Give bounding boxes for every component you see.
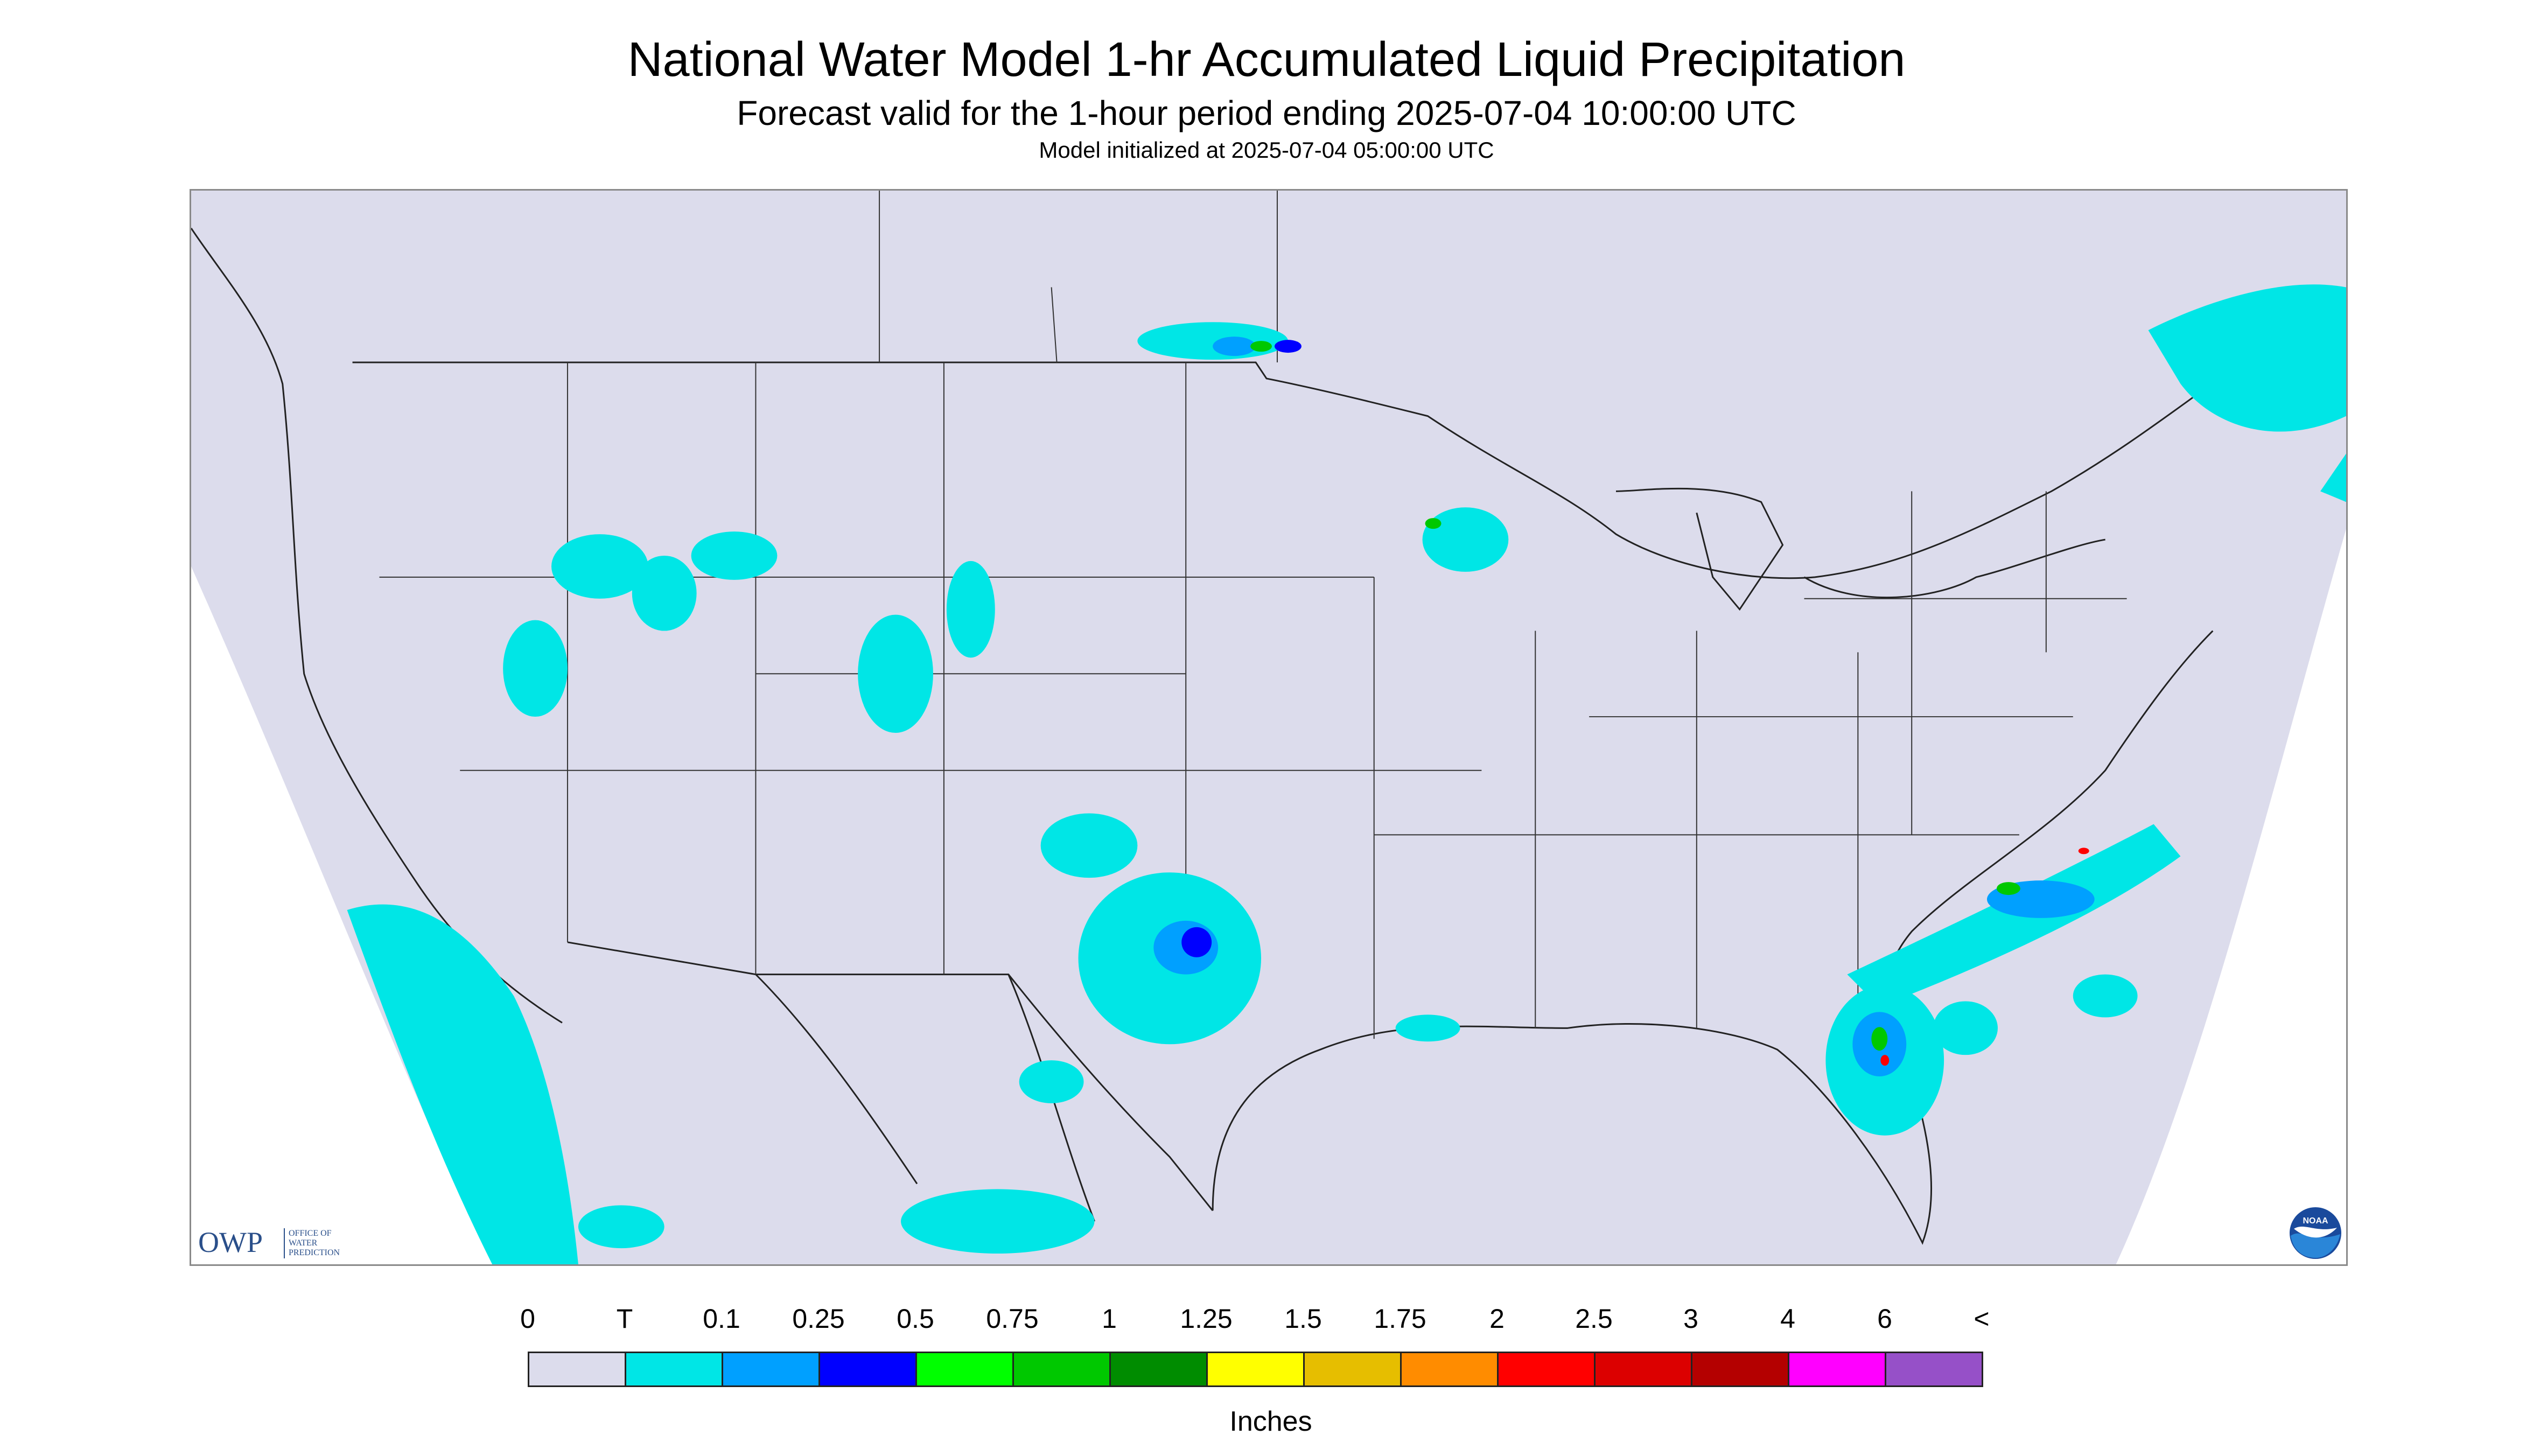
us-mexico-border bbox=[567, 941, 1214, 1212]
state-lines bbox=[379, 191, 2127, 1039]
legend-swatch bbox=[1691, 1352, 1789, 1387]
legend-swatch bbox=[818, 1352, 917, 1387]
gulf-coastline bbox=[1212, 630, 2214, 1245]
legend-swatch bbox=[722, 1352, 820, 1387]
legend-swatch bbox=[625, 1352, 723, 1387]
colorado-precip-2 bbox=[946, 561, 995, 658]
forecast-valid-subtitle: Forecast valid for the 1-hour period end… bbox=[737, 94, 1796, 132]
owp-logo-line-2: WATER bbox=[289, 1238, 318, 1248]
legend-swatch bbox=[1788, 1352, 1886, 1387]
owp-logo: OWP OFFICE OF WATER PREDICTION bbox=[198, 1225, 376, 1261]
legend-swatch bbox=[1885, 1352, 1983, 1387]
legend-swatch bbox=[1206, 1352, 1305, 1387]
legend-tick-label: 0.1 bbox=[703, 1304, 740, 1334]
idaho-precip bbox=[551, 534, 648, 599]
legend-tick-label: 2 bbox=[1489, 1304, 1505, 1334]
legend-tick-label: 0.25 bbox=[792, 1304, 845, 1334]
maine-offshore-precip bbox=[2320, 453, 2346, 502]
wyoming-precip bbox=[691, 531, 778, 580]
pacific-offshore-precip bbox=[347, 904, 578, 1264]
legend-tick-label: T bbox=[616, 1304, 633, 1334]
mexico-precip bbox=[1019, 1060, 1084, 1103]
legend-tick-label: 1 bbox=[1102, 1304, 1117, 1334]
wisconsin-precip bbox=[1422, 507, 1509, 572]
baja-precip bbox=[578, 1205, 664, 1249]
legend-swatch bbox=[1497, 1352, 1596, 1387]
noaa-logo: NOAA bbox=[2289, 1206, 2342, 1260]
precipitation-legend: 0 T 0.1 0.25 0.5 0.75 1 1.25 1.5 1.75 2 2.5 3 4 6 < Inc… bbox=[520, 1292, 2014, 1454]
legend-tick-label: 0.5 bbox=[897, 1304, 934, 1334]
florida-offshore-precip bbox=[1933, 1001, 1998, 1055]
legend-tick-label: 0 bbox=[520, 1304, 535, 1334]
precip-moderate-areas bbox=[1181, 340, 1302, 957]
minnesota-precip bbox=[1137, 322, 1288, 360]
model-initialized-line: Model initialized at 2025-07-04 05:00:00… bbox=[1039, 137, 1494, 163]
legend-swatch bbox=[1303, 1352, 1402, 1387]
map-title: National Water Model 1-hr Accumulated Li… bbox=[627, 33, 1906, 87]
legend-tick-label: 0.75 bbox=[986, 1304, 1039, 1334]
map-domain bbox=[191, 191, 2346, 1264]
legend-swatch bbox=[1109, 1352, 1208, 1387]
gulf-precip bbox=[1395, 1014, 1460, 1042]
legend-unit-label: Inches bbox=[1229, 1406, 1312, 1437]
legend-tick-label: 1.25 bbox=[1180, 1304, 1233, 1334]
noaa-logo-text: NOAA bbox=[2303, 1216, 2328, 1226]
precipitation-map[interactable] bbox=[190, 189, 2348, 1266]
legend-swatch bbox=[1012, 1352, 1111, 1387]
montana-precip bbox=[632, 555, 697, 631]
oklahoma-precip bbox=[1040, 813, 1138, 878]
atlantic-east-precip bbox=[2073, 974, 2138, 1018]
legend-color-bar bbox=[528, 1352, 1983, 1387]
colorado-precip bbox=[858, 614, 933, 733]
legend-tick-label: 3 bbox=[1683, 1304, 1698, 1334]
legend-swatch bbox=[528, 1352, 626, 1387]
lake-erie-ontario bbox=[1803, 538, 2105, 599]
owp-logo-line-3: PREDICTION bbox=[289, 1248, 340, 1257]
legend-tick-label: < bbox=[1974, 1304, 1990, 1334]
precip-heavy-areas bbox=[1250, 341, 2020, 1051]
legend-tick-label: 1.5 bbox=[1284, 1304, 1322, 1334]
boundary-lines bbox=[191, 227, 2235, 1245]
conus-map-canvas bbox=[191, 191, 2346, 1264]
legend-tick-label: 4 bbox=[1780, 1304, 1795, 1334]
new-england-precip bbox=[2148, 284, 2346, 432]
us-canada-border bbox=[352, 361, 2235, 579]
legend-tick-label: 6 bbox=[1877, 1304, 1892, 1334]
pacific-coastline bbox=[191, 227, 563, 1024]
great-lakes bbox=[1616, 487, 1784, 611]
legend-tick-label: 2.5 bbox=[1575, 1304, 1613, 1334]
owp-logo-line-1: OFFICE OF bbox=[289, 1229, 332, 1238]
legend-swatch bbox=[1594, 1352, 1692, 1387]
nevada-precip bbox=[503, 620, 568, 717]
owp-logo-text: OWP bbox=[198, 1226, 263, 1258]
legend-swatch bbox=[1400, 1352, 1499, 1387]
mexico-south-precip bbox=[901, 1189, 1095, 1254]
legend-tick-label: 1.75 bbox=[1374, 1304, 1426, 1334]
legend-swatch bbox=[915, 1352, 1014, 1387]
precip-extreme-areas bbox=[1880, 848, 2089, 1066]
